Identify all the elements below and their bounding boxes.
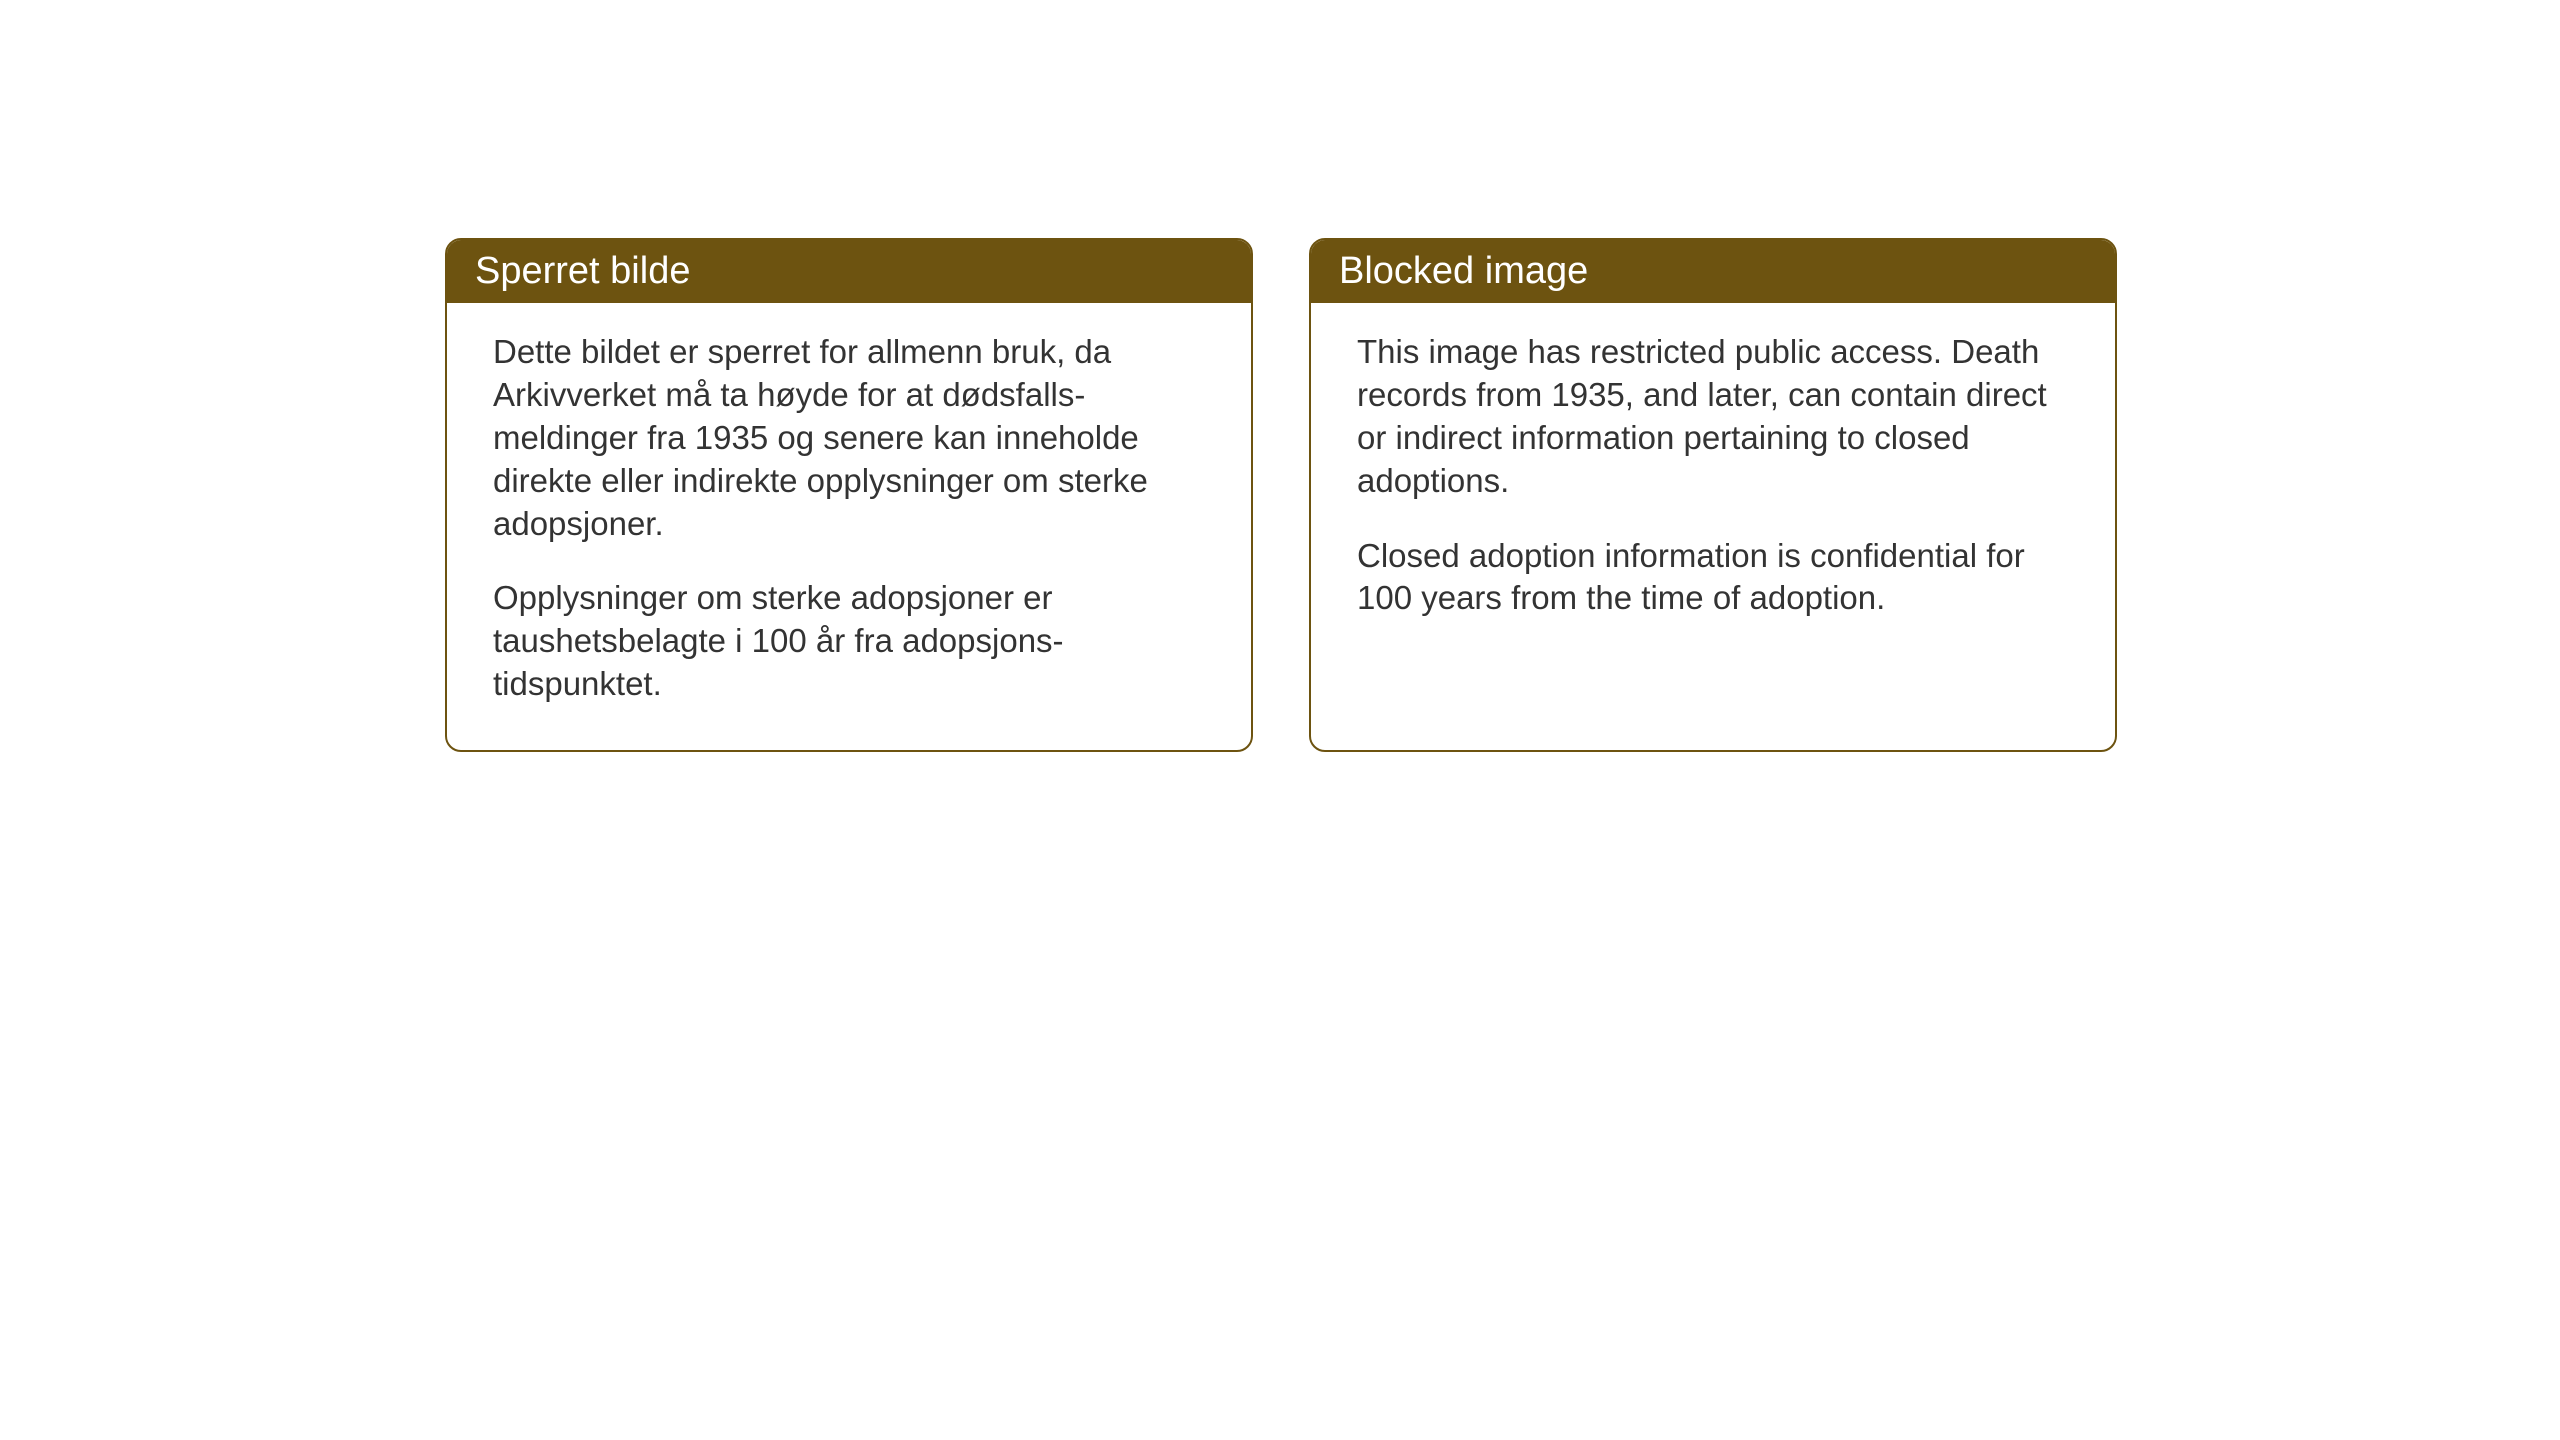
english-card-title: Blocked image [1311, 240, 2115, 303]
english-paragraph-1: This image has restricted public access.… [1357, 331, 2069, 503]
norwegian-card-body: Dette bildet er sperret for allmenn bruk… [447, 303, 1251, 750]
english-card-body: This image has restricted public access.… [1311, 303, 2115, 664]
norwegian-card-title: Sperret bilde [447, 240, 1251, 303]
english-card: Blocked image This image has restricted … [1309, 238, 2117, 752]
norwegian-paragraph-2: Opplysninger om sterke adopsjoner er tau… [493, 577, 1205, 706]
message-container: Sperret bilde Dette bildet er sperret fo… [0, 0, 2560, 752]
norwegian-card: Sperret bilde Dette bildet er sperret fo… [445, 238, 1253, 752]
english-paragraph-2: Closed adoption information is confident… [1357, 535, 2069, 621]
norwegian-paragraph-1: Dette bildet er sperret for allmenn bruk… [493, 331, 1205, 545]
